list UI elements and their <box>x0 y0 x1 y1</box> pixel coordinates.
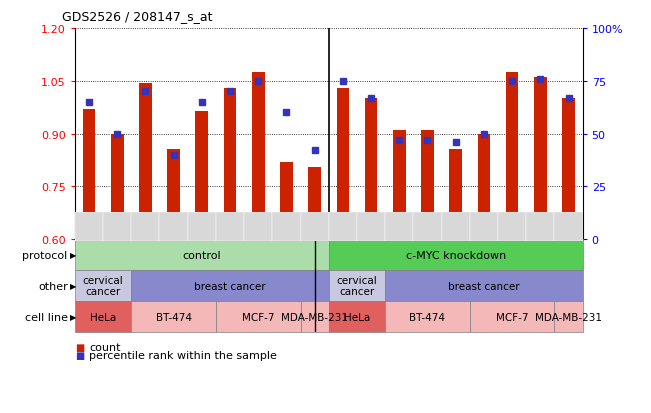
Bar <box>216 213 244 242</box>
Bar <box>195 112 208 240</box>
Bar <box>75 301 132 332</box>
Bar <box>385 301 470 332</box>
Text: control: control <box>182 250 221 260</box>
Text: other: other <box>38 281 68 291</box>
Bar <box>83 109 95 240</box>
Bar <box>365 99 378 240</box>
Bar <box>132 213 159 242</box>
Text: MDA-MB-231: MDA-MB-231 <box>535 312 602 322</box>
Text: MCF-7: MCF-7 <box>242 312 275 322</box>
Bar <box>244 213 272 242</box>
Bar <box>329 301 385 332</box>
Bar <box>498 213 526 242</box>
Text: GDS2526 / 208147_s_at: GDS2526 / 208147_s_at <box>62 10 212 23</box>
Text: breast cancer: breast cancer <box>194 281 266 291</box>
Bar <box>506 73 518 240</box>
Bar <box>470 301 555 332</box>
Bar <box>337 89 349 240</box>
Bar <box>216 301 301 332</box>
Bar <box>167 150 180 240</box>
Bar <box>385 213 413 242</box>
Bar <box>470 213 498 242</box>
Bar <box>103 213 132 242</box>
Bar <box>357 213 385 242</box>
Bar <box>555 213 583 242</box>
Bar <box>329 240 583 271</box>
Bar <box>75 240 329 271</box>
Bar <box>555 301 583 332</box>
Text: BT-474: BT-474 <box>409 312 445 322</box>
Bar <box>329 271 385 301</box>
Bar <box>562 99 575 240</box>
Bar <box>132 301 216 332</box>
Bar <box>132 271 329 301</box>
Bar <box>252 73 264 240</box>
Bar <box>413 213 441 242</box>
Bar <box>301 213 329 242</box>
Bar <box>159 213 187 242</box>
Bar <box>280 162 293 240</box>
Text: BT-474: BT-474 <box>156 312 191 322</box>
Text: percentile rank within the sample: percentile rank within the sample <box>89 350 277 360</box>
Text: ▶: ▶ <box>70 282 76 290</box>
Text: ■: ■ <box>75 342 84 352</box>
Text: MDA-MB-231: MDA-MB-231 <box>281 312 348 322</box>
Text: breast cancer: breast cancer <box>448 281 519 291</box>
Bar <box>111 134 124 240</box>
Text: cervical
cancer: cervical cancer <box>337 275 378 297</box>
Bar <box>385 271 583 301</box>
Bar <box>187 213 216 242</box>
Bar <box>421 131 434 240</box>
Bar <box>272 213 301 242</box>
Text: cell line: cell line <box>25 312 68 322</box>
Text: protocol: protocol <box>22 250 68 260</box>
Bar <box>441 213 470 242</box>
Bar <box>75 213 103 242</box>
Bar <box>75 271 132 301</box>
Bar <box>224 89 236 240</box>
Text: ▶: ▶ <box>70 313 76 321</box>
Text: HeLa: HeLa <box>344 312 370 322</box>
Bar <box>139 83 152 240</box>
Text: ▶: ▶ <box>70 251 76 259</box>
Text: MCF-7: MCF-7 <box>496 312 529 322</box>
Bar <box>478 134 490 240</box>
Text: count: count <box>89 342 120 352</box>
Bar <box>534 78 547 240</box>
Bar <box>301 301 329 332</box>
Bar <box>329 213 357 242</box>
Text: ■: ■ <box>75 350 84 360</box>
Bar <box>393 131 406 240</box>
Bar <box>309 168 321 240</box>
Text: cervical
cancer: cervical cancer <box>83 275 124 297</box>
Text: HeLa: HeLa <box>90 312 116 322</box>
Bar <box>526 213 555 242</box>
Bar <box>449 150 462 240</box>
Text: c-MYC knockdown: c-MYC knockdown <box>406 250 506 260</box>
